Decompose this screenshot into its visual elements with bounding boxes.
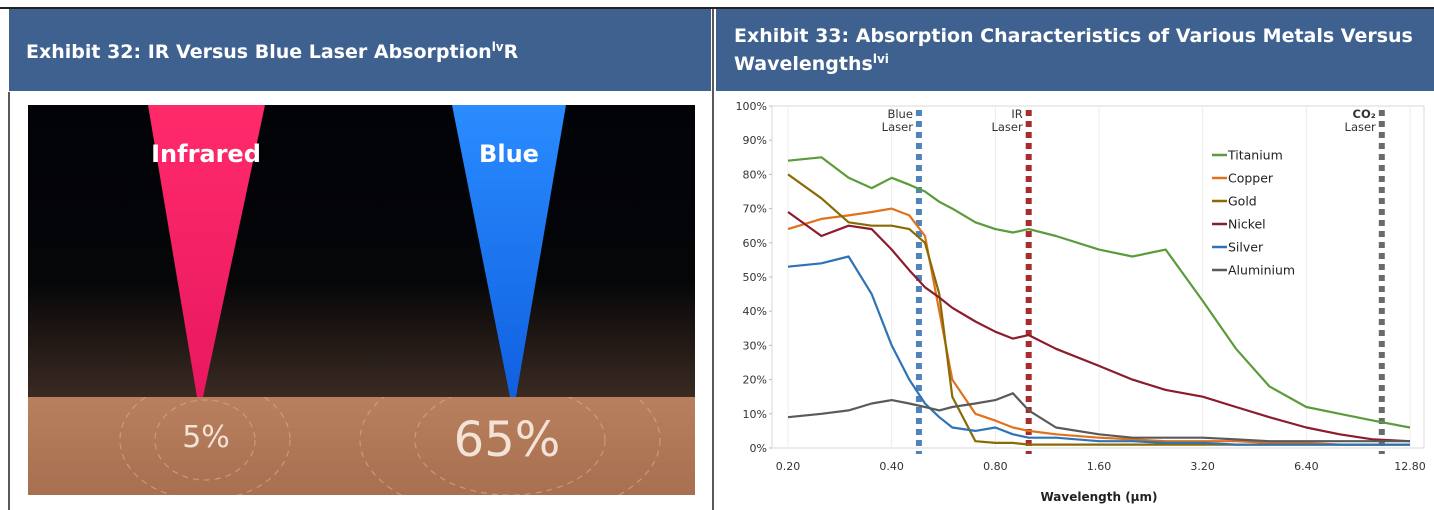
laser-label: Blue (887, 107, 912, 121)
laser-label: CO₂ (1353, 107, 1376, 121)
x-tick-label: 0.40 (879, 460, 904, 473)
laser-label: IR (1011, 107, 1022, 121)
background (28, 105, 695, 397)
y-tick-label: 50% (743, 271, 767, 284)
y-tick-label: 10% (743, 408, 767, 421)
plot-frame (772, 106, 1424, 448)
legend-label: Gold (1228, 194, 1257, 209)
legend-label: Titanium (1227, 148, 1283, 163)
legend-label: Aluminium (1228, 263, 1295, 278)
y-tick-label: 80% (743, 168, 767, 181)
x-tick-label: 0.80 (983, 460, 1008, 473)
copper-surface (28, 397, 695, 495)
y-tick-label: 40% (743, 305, 767, 318)
legend-label: Copper (1228, 171, 1274, 186)
x-tick-label: 1.60 (1087, 460, 1112, 473)
x-tick-label: 12.80 (1394, 460, 1426, 473)
beam-label: Blue (479, 140, 539, 168)
laser-label: Laser (882, 120, 914, 134)
legend-label: Silver (1228, 240, 1264, 255)
y-tick-label: 20% (743, 374, 767, 387)
laser-picture: Infrared Blue 5% 65% (28, 105, 695, 510)
absorption-label: 5% (182, 420, 230, 455)
page: { "exhibit_32": { "title": "Exhibit 32: … (0, 0, 1434, 510)
y-tick-label: 70% (743, 203, 767, 216)
legend-label: Nickel (1228, 217, 1266, 232)
x-tick-label: 3.20 (1190, 460, 1215, 473)
x-axis-label: Wavelength (µm) (1040, 490, 1157, 504)
content: Infrared Blue 5% 65% 0% 10% 20% 30% 40% 50% 60… (0, 0, 1434, 510)
laser-label: Laser (1345, 120, 1377, 134)
y-tick-label: 30% (743, 339, 767, 352)
y-tick-label: 90% (743, 134, 767, 147)
beam-label: Infrared (151, 140, 261, 168)
absorption-label: 65% (454, 412, 561, 468)
laser-label: Laser (991, 120, 1023, 134)
y-tick-label: 100% (736, 100, 767, 113)
x-tick-label: 6.40 (1294, 460, 1319, 473)
y-tick-label: 0% (750, 442, 767, 455)
y-tick-label: 60% (743, 237, 767, 250)
chart: 0% 10% 20% 30% 40% 50% 60% 70% 80% 90% 100% 0.20 0.4… (736, 100, 1426, 504)
x-tick-label: 0.20 (776, 460, 801, 473)
